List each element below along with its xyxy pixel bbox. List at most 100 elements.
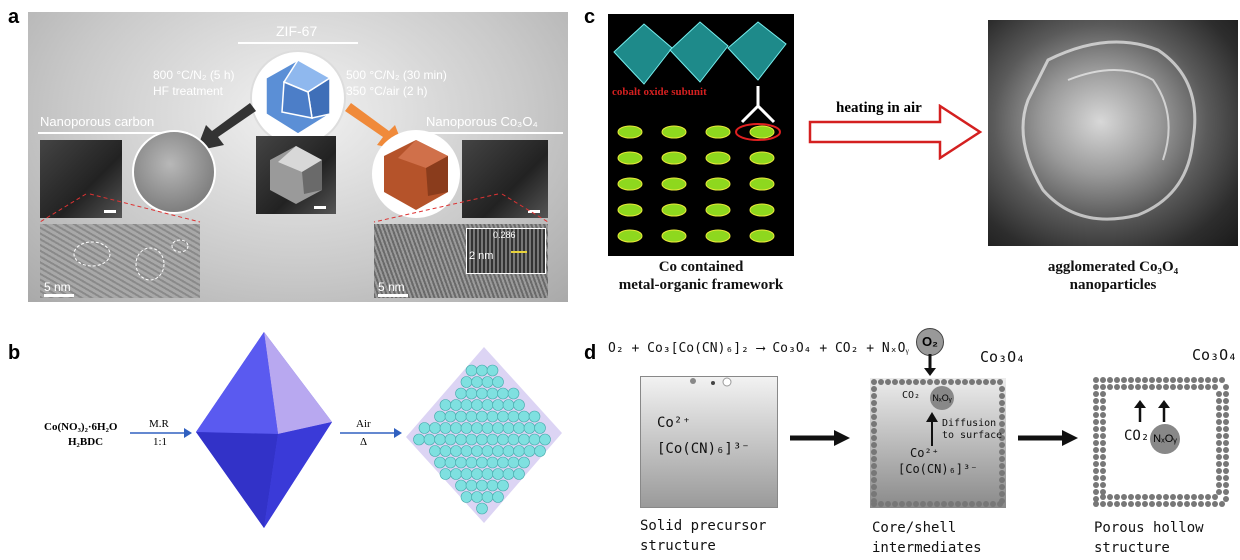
oxide-particle [913, 501, 919, 507]
oxide-particle [1093, 440, 1099, 446]
sphere-particle [492, 422, 504, 434]
oxide-particle [871, 477, 877, 483]
oxide-particle [999, 477, 1005, 483]
oxide-particle [1149, 501, 1155, 507]
oxide-particle [1149, 494, 1155, 500]
core-shell-caption-2: intermediates [872, 540, 982, 556]
sphere-particle [502, 399, 515, 411]
sphere-particle [460, 491, 473, 503]
sphere-particle [439, 399, 452, 411]
oxide-particle [1177, 494, 1183, 500]
oxide-particle [1128, 501, 1134, 507]
oxide-particle [1100, 501, 1106, 507]
sphere-particle [439, 422, 452, 434]
sphere-particle [465, 479, 478, 492]
process-arrow-2 [1018, 430, 1078, 446]
oxide-particle [1212, 494, 1218, 500]
oxide-particle [1205, 384, 1211, 390]
carbon-sem-image [40, 140, 122, 218]
sphere-particle [513, 468, 525, 480]
oxide-particle [999, 407, 1005, 413]
left-product-label: Nanoporous carbon [40, 114, 155, 129]
co2-right: CO₂ [1124, 428, 1150, 444]
oxide-particle [999, 484, 1005, 490]
sphere-particle [455, 456, 467, 469]
oxide-particle [1156, 377, 1162, 383]
oxide-particle [1156, 501, 1162, 507]
oxide-particle [1163, 384, 1169, 390]
sphere-particle [481, 445, 494, 457]
reaction-equation: O₂ + Co₃[Co(CN)₆]₂ ⟶ Co₃O₄ + CO₂ + NₓOᵧ [608, 341, 909, 356]
step1-arrow [130, 428, 192, 438]
oxide-particle [999, 386, 1005, 392]
sphere-particle [465, 364, 478, 377]
oxide-particle [999, 498, 1005, 504]
oxide-particle [1223, 482, 1229, 488]
sphere-particle [476, 410, 488, 423]
oxide-particle [1114, 377, 1120, 383]
oxide-particle [1100, 391, 1106, 397]
oxide-particle [1212, 377, 1218, 383]
oxide-particle [1170, 494, 1176, 500]
co3o4-crystal [384, 140, 448, 210]
cobalt-cluster [749, 125, 775, 139]
sphere-particle [507, 410, 520, 423]
oxide-particle [1107, 494, 1113, 500]
oxide-particle [1100, 440, 1106, 446]
oxide-particle [1184, 501, 1190, 507]
hollow-release-arrows [1134, 400, 1170, 422]
precursor-block: Co²⁺ [Co(CN)₆]³⁻ [640, 376, 778, 508]
sphere-particle [513, 445, 525, 457]
diffusion-arrow [926, 412, 938, 446]
oxide-particle [1093, 419, 1099, 425]
sphere-particle [481, 399, 494, 411]
mof-caption-2: metal-organic framework [618, 277, 784, 293]
oxide-particle [899, 501, 905, 507]
oxide-particle [1093, 489, 1099, 495]
oxide-particle [1100, 494, 1106, 500]
oxide-particle [1198, 501, 1204, 507]
oxide-particle [1170, 384, 1176, 390]
oxide-particle [1223, 433, 1229, 439]
sphere-particle [481, 468, 494, 480]
hollow-caption-2: structure [1094, 540, 1170, 556]
tem-scale-left: 5 nm [44, 280, 71, 294]
sphere-particle [476, 364, 488, 377]
sphere-particle [455, 479, 467, 492]
cobalt-cluster [617, 203, 643, 217]
oxide-particle [1093, 468, 1099, 474]
oxide-particle [1191, 384, 1197, 390]
nxoy-mid-text: NₓOᵧ [932, 393, 952, 403]
sphere-particle [486, 456, 499, 469]
sphere-particle [497, 479, 509, 492]
o2-bubble: O₂ [916, 328, 944, 356]
oxide-particle [1198, 494, 1204, 500]
mof-octahedron [196, 332, 332, 528]
sphere-particle [528, 433, 541, 446]
oxide-particle [1216, 461, 1222, 467]
diffusion-label-2: to surface [942, 430, 1003, 441]
oxide-particle [1212, 384, 1218, 390]
sphere-particle [486, 479, 499, 492]
cobalt-cluster [661, 177, 687, 191]
sphere-particle [486, 410, 499, 423]
oxide-particle [1223, 426, 1229, 432]
sphere-particle [450, 399, 462, 411]
mof-lattice [613, 21, 787, 243]
oxide-particle [1100, 405, 1106, 411]
oxide-particle [1177, 377, 1183, 383]
sphere-particle [513, 422, 525, 434]
oxide-particle [1135, 384, 1141, 390]
cobalt-cluster [749, 177, 775, 191]
step2-arrow [340, 428, 402, 438]
oxide-particle [1216, 475, 1222, 481]
sphere-particle [518, 433, 530, 446]
co3o4-mid-label: Co₃O₄ [980, 348, 1026, 366]
oxide-particle [1216, 489, 1222, 495]
oxide-particle [927, 501, 933, 507]
sphere-particle [528, 410, 541, 423]
oxide-particle [892, 379, 898, 385]
oxide-particle [1205, 377, 1211, 383]
zif-sem-crystal [270, 146, 322, 204]
oxide-particle [871, 470, 877, 476]
